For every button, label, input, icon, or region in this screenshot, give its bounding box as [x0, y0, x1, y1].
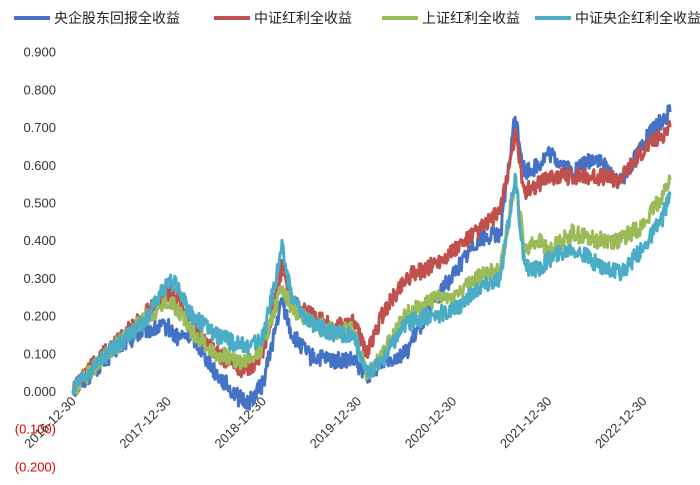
- y-axis-ticks: 0.900 0.800 0.700 0.600 0.500 0.400 0.300 0.200…: [15, 45, 56, 475]
- x-axis-ticks: 2016-12-30 2017-12-30 2018-12-30 2019-12-30…: [21, 394, 649, 452]
- y-tick-label: 0.900: [23, 45, 56, 60]
- x-tick-label: 2017-12-30: [116, 394, 174, 452]
- legend: 央企股东回报全收益 中证红利全收益 上证红利全收益 中证央企红利全收益: [14, 10, 700, 26]
- y-tick-label: 0.800: [23, 82, 56, 97]
- y-tick-label: 0.000: [23, 384, 56, 399]
- y-tick-label: 0.500: [23, 196, 56, 211]
- y-tick-label: 0.400: [23, 233, 56, 248]
- x-tick-label: 2021-12-30: [497, 394, 555, 452]
- x-tick-label: 2022-12-30: [592, 394, 650, 452]
- y-tick-label: 0.600: [23, 158, 56, 173]
- legend-label: 中证红利全收益: [254, 10, 352, 26]
- series-lines: [71, 104, 672, 411]
- y-tick-label: (0.100): [15, 422, 56, 437]
- x-tick-label: 2020-12-30: [402, 394, 460, 452]
- y-tick-label: 0.100: [23, 346, 56, 361]
- legend-label: 上证红利全收益: [422, 10, 520, 26]
- legend-label: 中证央企红利全收益: [575, 10, 700, 26]
- x-tick-label: 2019-12-30: [307, 394, 365, 452]
- series-line: [71, 172, 672, 396]
- y-tick-label: 0.200: [23, 309, 56, 324]
- y-tick-label: 0.700: [23, 120, 56, 135]
- legend-label: 央企股东回报全收益: [54, 10, 180, 26]
- y-tick-label: 0.300: [23, 271, 56, 286]
- y-tick-label: (0.200): [15, 459, 56, 474]
